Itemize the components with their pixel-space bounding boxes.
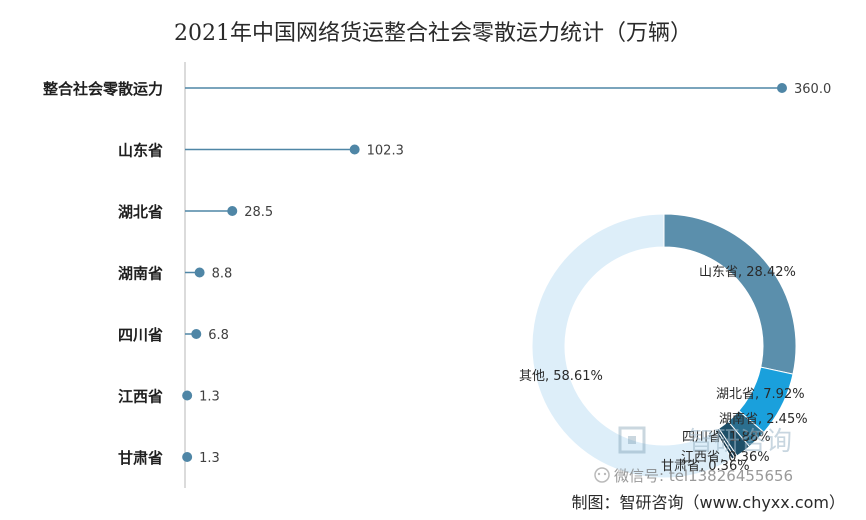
slice-label: 四川省, 1.88% <box>682 430 771 445</box>
lollipop-dot <box>182 390 193 401</box>
lollipop-series: 整合社会零散运力 360.0 山东省 102.3 湖北省 28.5 湖南省 8.8 四川省 6.8… <box>43 80 831 467</box>
value-label: 6.8 <box>208 328 229 343</box>
watermark: 智研咨询 微信号: tel13826455656 制图：智研咨询（www.chy… <box>572 426 845 512</box>
slice-label: 湖北省, 7.92% <box>716 387 805 402</box>
chart-title: 2021年中国网络货运整合社会零散运力统计（万辆） <box>174 21 692 46</box>
slice-label: 江西省, 0.36% <box>681 450 770 465</box>
donut-slice <box>531 213 733 479</box>
slice-label: 其他, 58.61% <box>519 369 603 384</box>
wechat-icon <box>594 467 610 483</box>
lollipop-dot <box>227 206 238 216</box>
watermark-logo-icon <box>618 426 646 454</box>
category-label: 江西省 <box>118 388 163 406</box>
slice-label: 山东省, 28.42% <box>699 265 796 280</box>
value-label: 8.8 <box>212 267 233 282</box>
category-label: 整合社会零散运力 <box>43 80 163 98</box>
donut-slice <box>663 213 797 375</box>
lollipop-dot <box>349 144 360 155</box>
slice-label: 甘肃省, 0.36% <box>661 459 750 474</box>
category-label: 湖南省 <box>118 265 163 283</box>
category-label: 四川省 <box>118 326 163 344</box>
category-label: 湖北省 <box>118 203 163 221</box>
donut-chart: 山东省, 28.42% 湖北省, 7.92% 湖南省, 2.45% 四川省, 1.88… <box>519 213 808 479</box>
value-label: 102.3 <box>367 144 404 159</box>
watermark-brand: 智研咨询 <box>688 427 792 457</box>
lollipop-dot <box>777 83 787 93</box>
category-label: 甘肃省 <box>118 449 163 467</box>
chart-credit: 制图：智研咨询（www.chyxx.com） <box>572 493 845 512</box>
category-label: 山东省 <box>118 142 163 160</box>
value-label: 1.3 <box>199 451 220 466</box>
watermark-wechat: 微信号: tel13826455656 <box>614 467 793 485</box>
value-label: 1.3 <box>199 390 220 405</box>
lollipop-dot <box>182 452 193 462</box>
value-label: 28.5 <box>244 205 273 220</box>
lollipop-dot <box>191 329 202 339</box>
lollipop-dot <box>194 267 205 278</box>
value-label: 360.0 <box>794 82 831 97</box>
slice-label: 湖南省, 2.45% <box>719 411 808 427</box>
